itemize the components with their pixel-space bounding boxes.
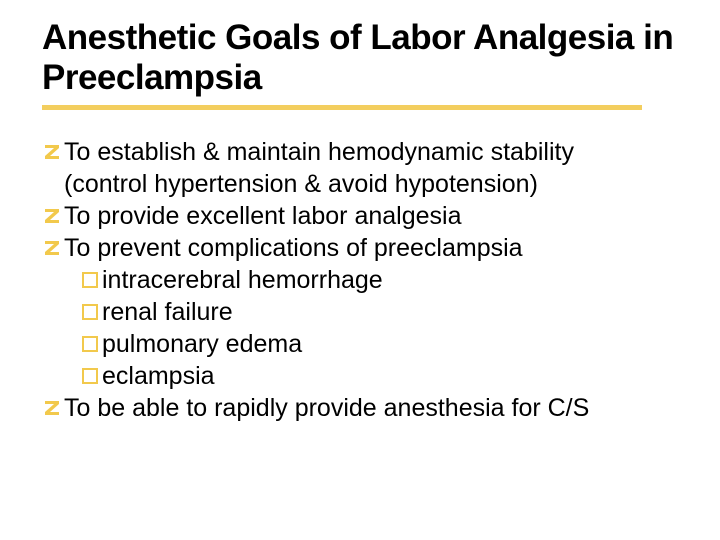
bullet-text: To establish & maintain hemodynamic stab… xyxy=(64,136,690,168)
bullet-text: To be able to rapidly provide anesthesia… xyxy=(64,392,690,424)
list-item: pulmonary edema xyxy=(42,328,690,360)
bullet-text: intracerebral hemorrhage xyxy=(102,264,690,296)
bullet-text: eclampsia xyxy=(102,360,690,392)
z-bullet-icon xyxy=(42,206,62,226)
z-bullet-icon xyxy=(42,238,62,258)
list-item: To prevent complications of preeclampsia xyxy=(42,232,690,264)
bullet-text: renal failure xyxy=(102,296,690,328)
list-item: To establish & maintain hemodynamic stab… xyxy=(42,136,690,168)
z-bullet-icon xyxy=(42,142,62,162)
y-bullet-icon xyxy=(80,334,100,354)
list-item: To be able to rapidly provide anesthesia… xyxy=(42,392,690,424)
title-underline xyxy=(42,105,642,110)
list-item: intracerebral hemorrhage xyxy=(42,264,690,296)
list-item: eclampsia xyxy=(42,360,690,392)
z-bullet-icon xyxy=(42,398,62,418)
bullet-text: pulmonary edema xyxy=(102,328,690,360)
y-bullet-icon xyxy=(80,270,100,290)
bullet-text: To prevent complications of preeclampsia xyxy=(64,232,690,264)
y-bullet-icon xyxy=(80,366,100,386)
list-item: To provide excellent labor analgesia xyxy=(42,200,690,232)
y-bullet-icon xyxy=(80,302,100,322)
slide-title: Anesthetic Goals of Labor Analgesia in P… xyxy=(42,18,690,99)
slide-body: To establish & maintain hemodynamic stab… xyxy=(42,136,690,424)
list-item: renal failure xyxy=(42,296,690,328)
bullet-continuation: (control hypertension & avoid hypotensio… xyxy=(42,168,690,200)
slide: Anesthetic Goals of Labor Analgesia in P… xyxy=(0,0,720,540)
bullet-text: To provide excellent labor analgesia xyxy=(64,200,690,232)
